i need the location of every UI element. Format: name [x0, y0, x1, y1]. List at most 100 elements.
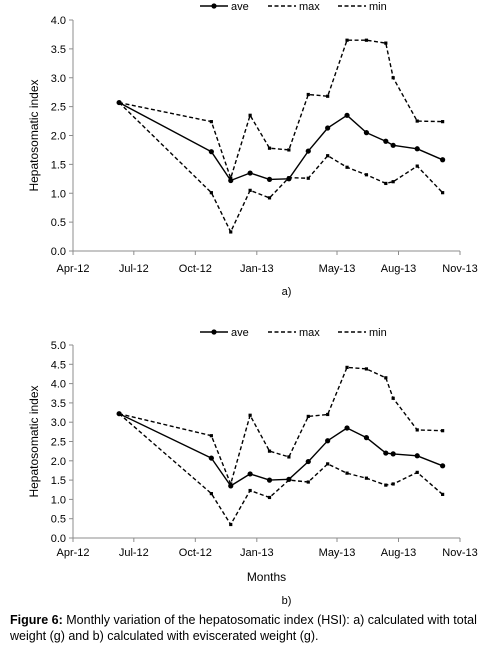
data-marker-max [229, 482, 233, 486]
data-point-ave [414, 453, 420, 459]
y-tick-label: 2.5 [51, 102, 66, 114]
data-marker-max [326, 412, 330, 417]
data-marker-min [117, 100, 121, 105]
figure-svg: 0.0 0.5 1.0 1.5 2.0 2.5 3.0 3.5 4.0 Apr-12 Jul-12 O… [27, 1, 478, 607]
data-point-ave [414, 146, 420, 152]
data-point-ave [305, 458, 311, 465]
x-tick-label: Nov-13 [442, 547, 477, 559]
legend-label-ave: ave [231, 327, 249, 339]
legend-label-min: min [369, 1, 387, 13]
legend-marker-ave [211, 3, 217, 9]
data-point-ave [363, 130, 370, 136]
legend: ave max min [200, 1, 387, 13]
data-point-ave [383, 450, 389, 456]
data-point-ave [305, 148, 311, 154]
data-marker-max [267, 146, 272, 150]
chart-panel-a: 0.0 0.5 1.0 1.5 2.0 2.5 3.0 3.5 4.0 Apr-12 Jul-12 O… [27, 1, 478, 298]
caption-label: Figure 6: [10, 613, 63, 627]
y-tick-label: 1.5 [51, 475, 66, 487]
data-marker-max [345, 38, 349, 42]
data-point-ave [208, 455, 214, 461]
data-marker-min [326, 154, 330, 158]
data-marker-min [345, 165, 349, 169]
series-line-max [118, 366, 443, 485]
legend-label-max: max [299, 327, 320, 339]
legend-label-ave: ave [231, 1, 249, 13]
data-marker-min [287, 176, 291, 180]
y-tick-label: 1.0 [51, 494, 66, 506]
data-point-ave [247, 471, 253, 477]
data-marker-min [248, 188, 252, 192]
y-tick-label: 2.5 [51, 437, 66, 449]
x-tick-label: Apr-12 [56, 547, 89, 559]
data-marker-min [384, 483, 388, 487]
legend-label-max: max [299, 1, 320, 13]
data-marker-min [117, 412, 121, 416]
data-point-ave [344, 425, 350, 431]
data-marker-min [229, 522, 233, 527]
data-marker-max [267, 449, 272, 453]
data-point-ave [390, 451, 396, 457]
data-point-ave [325, 125, 331, 131]
legend-label-min: min [369, 327, 387, 339]
y-tick-label: 3.0 [51, 417, 66, 429]
data-marker-max [248, 413, 252, 417]
data-marker-max [384, 41, 388, 45]
data-marker-max [391, 396, 395, 400]
data-marker-min [345, 471, 349, 475]
data-marker-max [306, 92, 310, 97]
data-point-ave [363, 435, 370, 441]
data-marker-min [306, 480, 310, 484]
series-line-max [118, 39, 443, 179]
series-line-ave [118, 101, 443, 182]
x-tick-label: Oct-12 [179, 263, 212, 275]
data-marker-min [267, 495, 272, 500]
data-point-ave [325, 438, 331, 444]
data-marker-min [364, 173, 369, 177]
y-tick-label: 2.0 [51, 456, 66, 468]
data-marker-min [391, 482, 395, 486]
data-marker-max [209, 434, 213, 438]
data-marker-max [441, 429, 445, 433]
y-tick-label: 2.0 [51, 131, 66, 143]
data-marker-max [287, 148, 291, 152]
panel-label: b) [282, 595, 292, 607]
caption-text: Monthly variation of the hepatosomatic i… [10, 613, 477, 643]
data-marker-min [415, 164, 419, 168]
data-marker-max [326, 94, 330, 98]
y-axis-label: Hepatosomatic index [27, 79, 41, 191]
chart-panel-b: 0.0 0.5 1.0 1.5 2.0 2.5 3.0 3.5 4.0 4.5 5.0 Apr-12 J… [27, 327, 478, 607]
data-marker-max [391, 76, 395, 80]
data-marker-min [267, 196, 272, 200]
data-marker-max [384, 376, 388, 380]
y-tick-label: 0.5 [51, 514, 66, 526]
data-marker-max [229, 176, 233, 180]
x-tick-label: May-13 [319, 547, 356, 559]
x-axis-label: Months [247, 570, 286, 584]
data-marker-max [441, 120, 445, 124]
data-point-ave [247, 170, 253, 176]
data-marker-min [209, 191, 213, 195]
y-tick-label: 0.5 [51, 217, 66, 229]
figure-caption: Figure 6: Monthly variation of the hepat… [10, 612, 488, 644]
data-marker-max [306, 414, 310, 419]
data-marker-min [415, 470, 419, 474]
y-tick-label: 5.0 [51, 340, 66, 352]
data-marker-min [326, 462, 330, 466]
y-tick-label: 1.5 [51, 159, 66, 171]
x-tick-label: Apr-12 [56, 263, 89, 275]
data-marker-max [364, 38, 369, 42]
data-marker-min [306, 176, 310, 180]
x-tick-label: Jan-13 [240, 547, 274, 559]
x-tick-label: May-13 [319, 263, 356, 275]
data-point-ave [266, 477, 273, 483]
data-marker-min [441, 492, 445, 496]
y-tick-label: 1.0 [51, 188, 66, 200]
data-point-ave [383, 138, 389, 144]
y-axis-label: Hepatosomatic index [27, 385, 41, 497]
series-line-min [118, 102, 444, 233]
data-marker-max [287, 455, 291, 459]
data-marker-min [229, 230, 233, 234]
legend-marker-ave [211, 329, 217, 335]
